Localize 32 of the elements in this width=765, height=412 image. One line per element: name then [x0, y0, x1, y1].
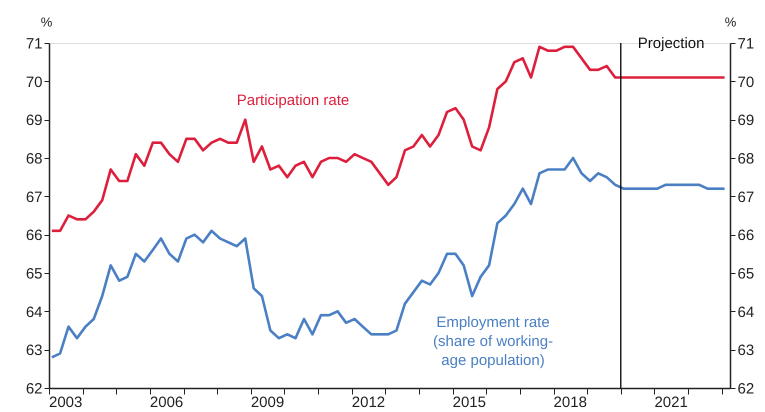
y-tick-label: 65	[26, 266, 42, 282]
y2-axis-title: %	[724, 14, 737, 30]
y-tick-label: 62	[26, 380, 42, 398]
series-label: Participation rate	[236, 92, 350, 109]
y-axis-title: %	[40, 14, 53, 30]
y2-tick-label: 70	[738, 74, 754, 91]
y-tick-label: 70	[26, 74, 42, 91]
y-tick-label: 68	[26, 150, 42, 168]
y2-tick-label: 71	[738, 36, 754, 52]
y2-tick-label: 63	[738, 342, 754, 360]
x-tick-label: 2021	[654, 394, 688, 411]
y2-tick-label: 64	[738, 304, 754, 321]
y2-tick-label: 65	[738, 266, 754, 282]
y-tick-label: 71	[26, 36, 42, 52]
x-tick-label: 2009	[250, 394, 284, 411]
x-tick-label: 2003	[48, 394, 82, 411]
y2-tick-label: 62	[738, 380, 754, 398]
x-tick-label: 2006	[150, 394, 184, 411]
x-tick-label: 2012	[352, 394, 386, 411]
ref-line-label: Projection	[638, 35, 704, 52]
y-tick-label: 66	[26, 227, 42, 244]
y2-tick-label: 66	[738, 227, 754, 244]
y2-tick-label: 67	[738, 188, 754, 206]
series-label: Employment rate (share of working-age population)	[432, 314, 554, 369]
y2-tick-label: 69	[738, 112, 754, 130]
y2-tick-label: 68	[738, 150, 754, 168]
x-tick-label: 2015	[452, 394, 486, 411]
y-tick-label: 64	[26, 304, 42, 321]
x-tick-label: 2018	[554, 394, 587, 411]
y-tick-label: 69	[26, 112, 42, 130]
y-tick-label: 67	[26, 188, 42, 206]
y-tick-label: 63	[26, 342, 42, 360]
